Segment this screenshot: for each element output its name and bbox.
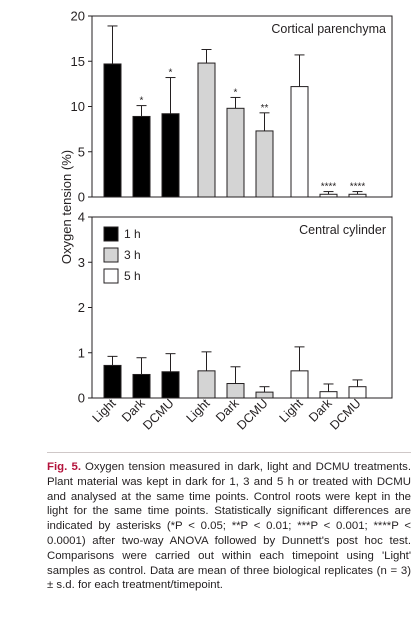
bar (348, 386, 367, 399)
panel-title: Central cylinder (299, 223, 386, 237)
y-tick-label: 4 (78, 210, 85, 225)
y-tick-label: 1 (78, 345, 85, 360)
y-tick-label: 0 (78, 190, 85, 205)
bar (197, 62, 216, 198)
significance-marker: ** (261, 103, 269, 114)
bar (290, 86, 309, 198)
bar (103, 364, 122, 399)
y-tick-label: 20 (71, 9, 85, 24)
bar (226, 107, 245, 198)
bar (319, 193, 338, 198)
bar (319, 391, 338, 399)
bar (348, 193, 367, 198)
panel-frame-2 (91, 216, 393, 399)
y-tick-label: 15 (71, 54, 85, 69)
y-tick-label: 2 (78, 300, 85, 315)
bar (255, 391, 274, 399)
y-tick-label: 3 (78, 255, 85, 270)
figure-label: Fig. 5. (47, 461, 82, 473)
legend-label: 3 h (124, 248, 141, 262)
legend-swatch (103, 268, 119, 284)
y-axis-label: Oxygen tension (%) (59, 150, 74, 264)
x-tick-label: Light (277, 396, 306, 425)
legend-swatch (103, 247, 119, 263)
bar (290, 370, 309, 399)
x-tick-label: Light (184, 396, 213, 425)
caption-text: Oxygen tension measured in dark, light a… (47, 461, 411, 592)
panel-title: Cortical parenchyma (271, 22, 386, 36)
bar (161, 113, 180, 198)
legend-swatch (103, 226, 119, 242)
bar (132, 115, 151, 198)
caption-divider (47, 452, 411, 453)
x-tick-label: DCMU (234, 396, 270, 432)
figure-caption: Fig. 5. Oxygen tension measured in dark, … (47, 460, 411, 593)
bar (161, 371, 180, 399)
y-tick-label: 10 (71, 99, 85, 114)
significance-marker: * (234, 87, 238, 98)
significance-marker: * (140, 96, 144, 107)
significance-marker: **** (321, 182, 337, 193)
bar (103, 63, 122, 198)
bar (226, 383, 245, 399)
significance-marker: **** (350, 182, 366, 193)
x-tick-label: DCMU (140, 396, 176, 432)
bar (132, 373, 151, 399)
bar (255, 130, 274, 198)
x-tick-label: DCMU (327, 396, 363, 432)
y-tick-label: 5 (78, 144, 85, 159)
bar (197, 370, 216, 399)
significance-marker: * (169, 68, 173, 79)
legend-label: 5 h (124, 269, 141, 283)
legend-label: 1 h (124, 227, 141, 241)
x-tick-label: Light (90, 396, 119, 425)
y-tick-label: 0 (78, 391, 85, 406)
